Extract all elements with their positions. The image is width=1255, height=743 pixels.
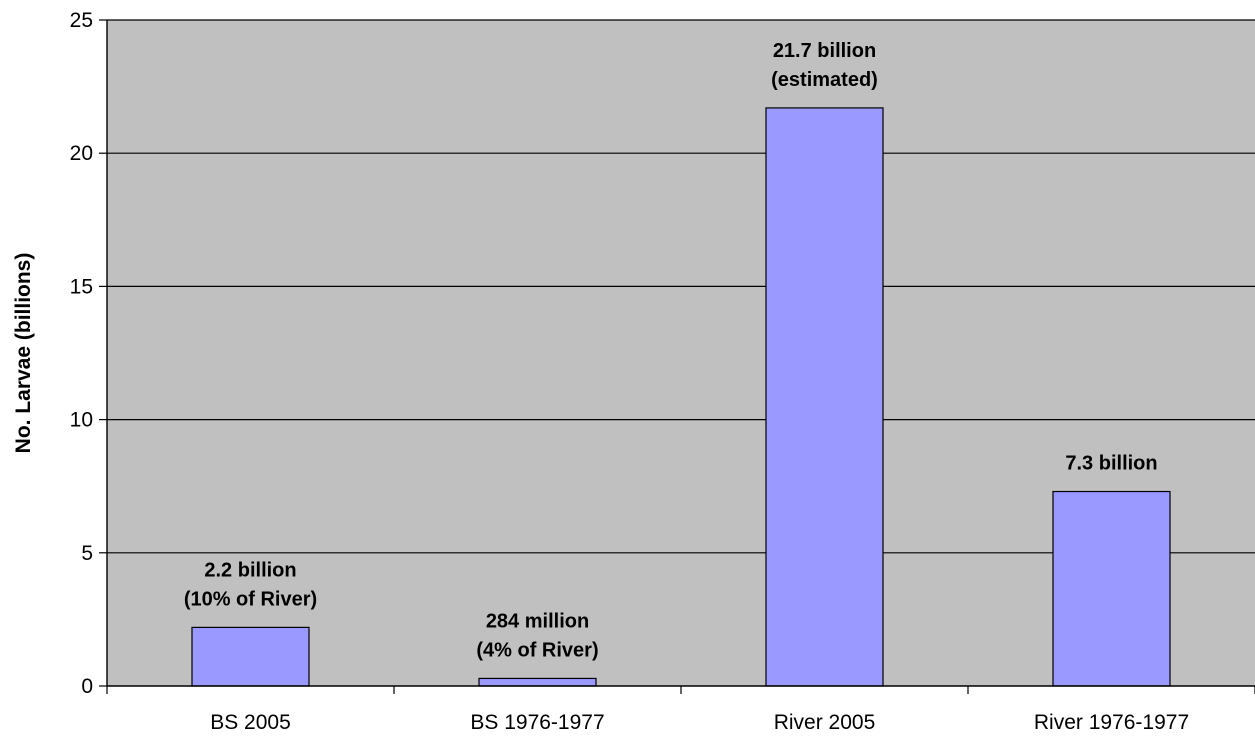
y-tick-label: 10 xyxy=(70,409,93,432)
data-label: 2.2 billion xyxy=(204,559,296,581)
x-category-label: BS 2005 xyxy=(210,711,291,734)
data-label: (estimated) xyxy=(771,69,878,91)
bar xyxy=(1052,490,1171,687)
bar xyxy=(191,626,310,687)
y-tick-label: 0 xyxy=(81,675,93,698)
bars xyxy=(191,107,1171,687)
x-category-label: River 1976-1977 xyxy=(1034,711,1189,734)
data-label: 21.7 billion xyxy=(773,40,876,62)
bar xyxy=(478,677,597,687)
y-tick-label: 5 xyxy=(81,542,93,565)
data-label: 7.3 billion xyxy=(1065,453,1157,475)
bar xyxy=(765,107,884,687)
data-label: (4% of River) xyxy=(476,639,598,661)
y-axis-title: No. Larvae (billions) xyxy=(12,253,35,454)
data-label: 284 million xyxy=(486,610,589,632)
y-tick-label: 25 xyxy=(70,9,93,32)
x-category-label: River 2005 xyxy=(774,711,876,734)
axes: 0 5 10 15 20 25 BS 2005 BS 1976-1977 River 2005 R… xyxy=(70,9,1255,734)
data-label: (10% of River) xyxy=(184,588,317,610)
y-tick-label: 15 xyxy=(70,275,93,298)
x-category-label: BS 1976-1977 xyxy=(470,711,604,734)
y-tick-label: 20 xyxy=(70,142,93,165)
data-labels: 2.2 billion (10% of River) 284 million (4% … xyxy=(184,40,1158,662)
